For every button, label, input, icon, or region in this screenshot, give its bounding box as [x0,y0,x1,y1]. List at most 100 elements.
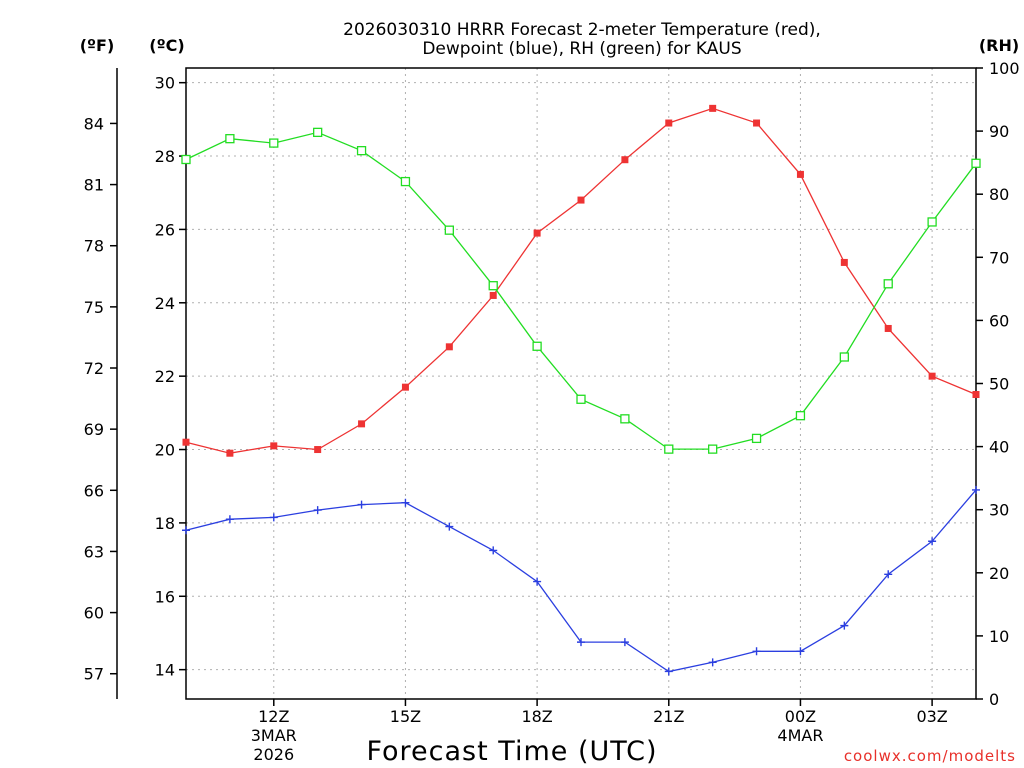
chart-title-line-2: Dewpoint (blue), RH (green) for KAUS [422,39,741,59]
2-meter-temperature-point [709,104,717,112]
2-meter-temperature-point [840,258,848,266]
rh-tick-label: 10 [989,627,1009,646]
celsius-tick-label: 30 [155,74,175,93]
series-layer [181,104,981,676]
x-date-label: 2026 [253,745,294,764]
rh-tick-label: 0 [989,690,999,709]
fahrenheit-tick-label: 69 [84,420,104,439]
celsius-tick-label: 24 [155,294,175,313]
rh-tick-label: 90 [989,122,1009,141]
2-meter-temperature-point [796,170,804,178]
2-meter-temperature-point [489,291,497,299]
x-tick-label: 03Z [916,707,947,726]
dewpoint-point [972,485,980,494]
rh-point [751,433,762,444]
dewpoint-point [357,500,366,509]
rh-point [181,154,191,165]
rh-point [576,394,586,404]
fahrenheit-tick-label: 63 [84,542,104,561]
rh-point [795,411,806,421]
rh-tick-label: 60 [989,311,1009,330]
x-tick-label: 21Z [653,707,684,726]
rh-point [708,444,718,454]
rh-point [532,341,542,351]
rh-unit-label: (RH) [979,36,1019,55]
celsius-tick-label: 16 [155,587,175,606]
2-meter-temperature-point [928,372,936,380]
rh-point [225,134,235,144]
dewpoint-point [533,577,542,586]
2-meter-temperature-point [753,119,761,127]
dewpoint-point [708,658,717,667]
2-meter-temperature-point [270,442,278,450]
2-meter-temperature-point [358,420,366,428]
celsius-tick-label: 20 [155,441,175,460]
dewpoint-point [313,506,322,515]
rh-tick-label: 20 [989,564,1009,583]
dewpoint-point [928,537,937,546]
dewpoint-point [401,498,410,507]
rh-point [620,414,630,424]
2-meter-temperature-point [884,324,892,332]
rh-tick-label: 50 [989,375,1009,394]
rh-tick-label: 30 [989,501,1009,520]
fahrenheit-tick-label: 84 [84,114,104,133]
2-meter-temperature-point [972,391,980,399]
chart-title-line-1: 2026030310 HRRR Forecast 2-meter Tempera… [343,20,821,40]
rh-point [971,158,981,168]
x-tick-label: 00Z [785,707,816,726]
rh-point [883,279,893,289]
x-date-label: 4MAR [777,726,823,745]
2-meter-temperature-point [533,229,541,237]
2-meter-temperature-point [665,119,673,127]
dewpoint-point [225,515,234,524]
x-tick-label: 12Z [258,707,289,726]
x-tick-label: 18Z [521,707,552,726]
dewpoint-point [489,546,498,555]
rh-tick-label: 80 [989,185,1009,204]
dewpoint-point [664,667,673,676]
2-meter-temperature-point [314,446,322,454]
dewpoint-point [620,638,629,647]
x-date-label: 3MAR [251,726,297,745]
gridlines [186,68,976,699]
rh-point [664,444,674,454]
celsius-tick-label: 26 [155,220,175,239]
dewpoint-point [269,513,278,522]
plot-frame [185,67,977,700]
2-meter-temperature-point [401,383,409,391]
rh-point [400,176,411,187]
dewpoint-point [577,638,585,647]
fahrenheit-tick-label: 66 [84,481,104,500]
fahrenheit-tick-label: 60 [84,604,104,623]
dewpoint-point [445,522,454,531]
2-meter-temperature-point [182,438,190,446]
2-meter-temperature-point [577,196,585,204]
fahrenheit-tick-label: 78 [84,237,104,256]
celsius-tick-label: 22 [155,367,175,386]
dewpoint-point [182,526,190,535]
rh-tick-label: 40 [989,438,1009,457]
rh-point [444,225,454,235]
x-tick-label: 15Z [390,707,421,726]
2-meter-temperature-point [445,343,453,351]
2-meter-temperature-point [621,156,629,164]
celsius-tick-label: 18 [155,514,175,533]
celsius-tick-label: 14 [155,661,175,680]
rh-point [356,146,367,156]
dewpoint-point [796,647,805,656]
fahrenheit-tick-label: 75 [84,298,104,317]
rh-point [839,352,849,362]
dewpoint-point [752,647,761,656]
fahrenheit-tick-label: 57 [84,665,104,684]
rh-point [927,217,937,227]
rh-point [269,138,279,148]
credit-text: coolwx.com/modelts [844,747,1016,765]
dewpoint-point [840,621,849,630]
axes: 30 28 26 24 22 20 18 16 14 84 81 78 75 72 69 66 63 60 57 10… [84,59,1020,764]
fahrenheit-tick-label: 81 [84,176,104,195]
2-meter-temperature-point [226,449,234,457]
rh-tick-label: 100 [989,59,1020,78]
dewpoint-point [884,570,893,579]
